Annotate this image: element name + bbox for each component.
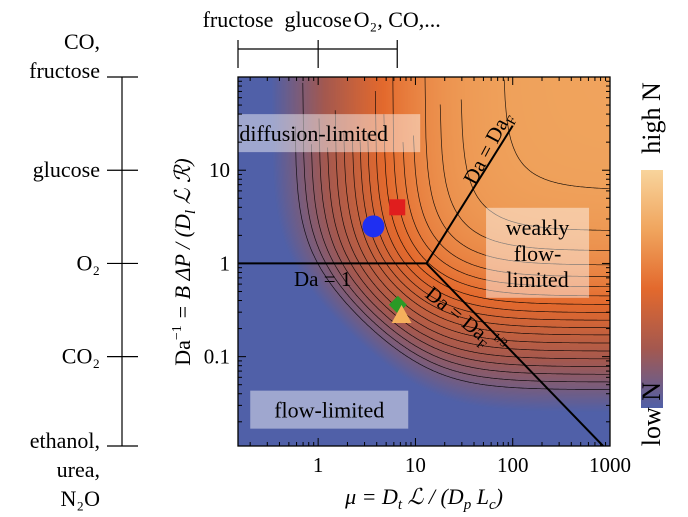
x-tick-label: 1 [313, 453, 324, 477]
contour-line-17 [352, 139, 610, 336]
top-molecule-scale: fructose glucose O₂, CO,... [203, 7, 441, 68]
y-tick-label: 0.1 [204, 345, 230, 369]
y-axis-ticks: 0.1 1 10 [204, 76, 610, 423]
boundary-label-da-1: Da = 1 [294, 267, 351, 291]
colorbar-top-label: high N [637, 82, 666, 154]
contour-line-12 [392, 77, 610, 297]
region-label-0: diffusion-limited [207, 114, 421, 153]
contour-line-15 [367, 133, 610, 321]
top-scale-label: glucose [285, 7, 352, 32]
contour-line-20 [327, 147, 610, 360]
contour-line-8 [439, 104, 610, 251]
left-scale-label: N₂O [61, 486, 100, 511]
contour-line-10 [413, 135, 610, 277]
x-axis-label: μ = Dt ℒ / (Dp Lc) [344, 484, 503, 513]
region-label-text: limited [506, 267, 568, 292]
contour-line-24 [294, 126, 610, 390]
x-axis-ticks: 1 10 100 1000 [249, 77, 631, 477]
heatmap-field [238, 77, 610, 446]
contour-line-23 [302, 82, 610, 383]
contour-line-11 [402, 142, 610, 288]
left-scale-label: CO, [64, 29, 100, 54]
contour-line-13 [383, 114, 610, 305]
boundary-line-1 [425, 125, 514, 264]
contour-line-14 [374, 90, 610, 313]
data-markers [362, 199, 412, 323]
marker-circle [362, 215, 385, 238]
top-scale-label: fructose [203, 7, 274, 32]
x-tick-label: 10 [405, 453, 426, 477]
contour-line-6 [503, 79, 610, 190]
region-label-text: flow- [514, 241, 562, 266]
contour-line-16 [359, 141, 610, 329]
marker-square [389, 199, 406, 216]
contour-line-9 [424, 77, 610, 266]
top-scale-label: O₂, CO,... [354, 7, 441, 32]
region-labels: diffusion-limitedweaklyflow-limitedflow-… [207, 114, 590, 429]
regime-boundaries [238, 125, 604, 446]
region-label-text: flow-limited [274, 398, 384, 423]
y-tick-label: 1 [220, 251, 231, 275]
colorbar-bottom-label: low N [637, 382, 666, 447]
region-label-text: diffusion-limited [239, 121, 388, 146]
left-scale-label: O₂ [76, 250, 100, 275]
x-tick-label: 100 [497, 453, 529, 477]
left-scale-label: fructose [29, 58, 100, 83]
contour-line-21 [318, 118, 610, 367]
plot-frame [237, 76, 611, 447]
colorbar-gradient [641, 170, 663, 408]
boundary-line-2 [425, 262, 604, 446]
contour-line-7 [460, 99, 610, 231]
left-scale-label: CO₂ [62, 344, 100, 369]
contour-line-19 [334, 110, 610, 352]
region-label-text: weakly [506, 215, 570, 240]
left-scale-label: glucose [33, 157, 100, 182]
contour-line-18 [343, 133, 610, 344]
contour-line-22 [311, 144, 610, 375]
colorbar: high N low N [637, 82, 666, 446]
region-label-2: flow-limited [250, 390, 409, 429]
y-axis-label: Da−1 = B ΔP / (Dl ℒ ℛ) [170, 158, 199, 366]
x-tick-label: 1000 [589, 453, 631, 477]
marker-triangle [391, 304, 412, 323]
left-scale-label: ethanol, [30, 428, 100, 453]
y-tick-label: 10 [209, 158, 230, 182]
contour-lines [294, 77, 610, 390]
left-molecule-scale: CO, fructose glucose O₂ CO₂ ethanol, urea, N₂O [29, 29, 138, 511]
left-scale-label: urea, [57, 457, 100, 482]
